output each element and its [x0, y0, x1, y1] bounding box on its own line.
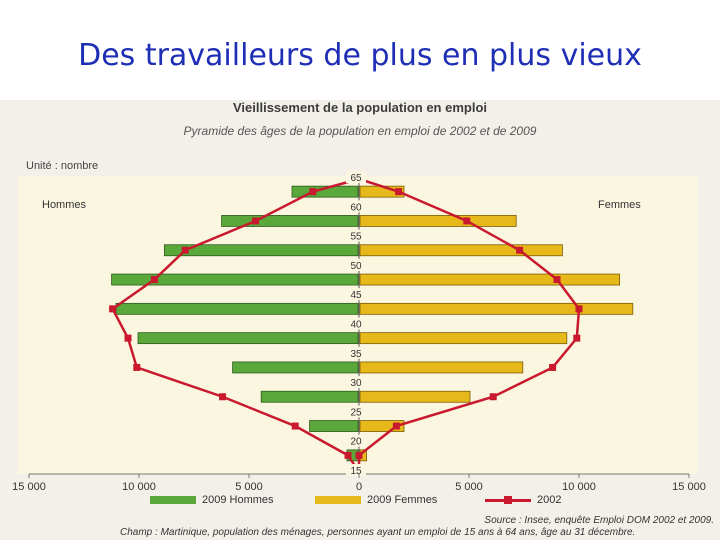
bar-hommes-2009: [163, 244, 359, 257]
x-tick-label: 10 000: [122, 481, 156, 493]
age-tick-label: 30: [350, 378, 362, 389]
point-2002-hommes: [124, 334, 132, 342]
x-tick-label: 15 000: [12, 481, 46, 493]
chart-title: Vieillissement de la population en emplo…: [232, 100, 488, 115]
age-tick-bg: [346, 434, 366, 447]
point-2002-femmes: [573, 334, 581, 342]
slide-title: Des travailleurs de plus en plus vieux: [78, 38, 642, 73]
source-note: Source : Insee, enquête Emploi DOM 2002 …: [484, 515, 714, 526]
age-tick-label: 50: [350, 261, 362, 272]
bar-hommes-2009: [260, 390, 359, 403]
bar-femmes-2009: [359, 244, 563, 257]
legend-label-hommes: 2009 Hommes: [202, 494, 274, 506]
legend-swatch-2002: [485, 495, 531, 504]
bar-femmes-2009: [359, 215, 517, 227]
legend-label-2002: 2002: [537, 494, 562, 506]
bar-femmes-2009: [359, 361, 524, 374]
bar-femmes-2009: [359, 332, 568, 345]
unit-label: Unité : nombre: [26, 160, 99, 172]
bar-hommes-2009: [232, 361, 359, 374]
age-tick-bg: [346, 258, 366, 271]
point-2002-hommes: [252, 217, 260, 225]
bar-femmes-2009: [359, 302, 634, 315]
femmes-label: Femmes: [598, 199, 641, 211]
point-2002-femmes: [355, 451, 363, 459]
point-2002-femmes: [516, 246, 524, 254]
age-tick-bg: [346, 200, 366, 213]
age-tick-label: 25: [350, 407, 362, 418]
point-2002-hommes: [291, 422, 299, 430]
point-2002-femmes: [395, 188, 403, 196]
point-2002-femmes: [549, 363, 557, 371]
age-tick-label: 60: [350, 202, 362, 213]
age-tick-label: 15: [350, 466, 362, 477]
bar-femmes-2009: [359, 390, 471, 403]
point-2002-hommes: [150, 276, 158, 284]
bar-femmes-2009: [359, 273, 621, 286]
bar-hommes-2009: [309, 420, 359, 432]
bar-femmes-2009: [359, 420, 405, 432]
age-tick-bg: [346, 346, 366, 359]
point-2002-hommes: [181, 246, 189, 254]
age-tick-bg: [346, 317, 366, 330]
legend-item-2009-hommes: 2009 Hommes: [150, 494, 274, 506]
bar-hommes-2009: [111, 273, 359, 286]
age-tick-label: 65: [350, 173, 362, 184]
bar-hommes-2009: [291, 185, 359, 198]
x-tick-label: 5 000: [455, 481, 483, 493]
legend-item-2009-femmes: 2009 Femmes: [315, 494, 437, 506]
age-tick-label: 40: [350, 320, 362, 331]
legend-item-2002: 2002: [485, 494, 561, 506]
x-tick-label: 0: [356, 481, 362, 493]
legend-swatch-hommes: [150, 496, 196, 504]
age-tick-label: 20: [350, 437, 362, 448]
x-tick-label: 10 000: [562, 481, 596, 493]
age-tick-bg: [346, 288, 366, 301]
age-tick-bg: [346, 405, 366, 418]
chart-subtitle: Pyramide des âges de la population en em…: [183, 124, 537, 138]
point-2002-femmes: [575, 305, 583, 313]
point-2002-hommes: [219, 393, 227, 401]
champ-note: Champ : Martinique, population des ménag…: [120, 527, 636, 538]
point-2002-hommes: [309, 188, 317, 196]
age-tick-bg: [346, 171, 366, 183]
age-tick-label: 35: [350, 349, 362, 360]
legend-swatch-femmes: [315, 496, 361, 504]
age-tick-bg: [346, 376, 366, 389]
point-2002-femmes: [463, 217, 471, 225]
bar-hommes-2009: [115, 302, 359, 315]
hommes-label: Hommes: [42, 199, 87, 211]
legend-label-femmes: 2009 Femmes: [367, 494, 438, 506]
x-tick-label: 15 000: [672, 481, 706, 493]
point-2002-hommes: [344, 451, 352, 459]
point-2002-hommes: [133, 363, 141, 371]
chart-legend: 2009 Hommes 2009 Femmes 2002: [150, 494, 610, 510]
age-tick-bg: [346, 464, 366, 476]
point-2002-femmes: [553, 276, 561, 284]
bar-hommes-2009: [137, 332, 359, 345]
point-2002-hommes: [109, 305, 117, 313]
bar-hommes-2009: [221, 215, 359, 227]
age-tick-bg: [346, 229, 366, 242]
age-tick-label: 45: [350, 290, 362, 301]
point-2002-femmes: [392, 422, 400, 430]
age-tick-label: 55: [350, 232, 362, 243]
point-2002-femmes: [489, 393, 497, 401]
x-tick-label: 5 000: [235, 481, 263, 493]
